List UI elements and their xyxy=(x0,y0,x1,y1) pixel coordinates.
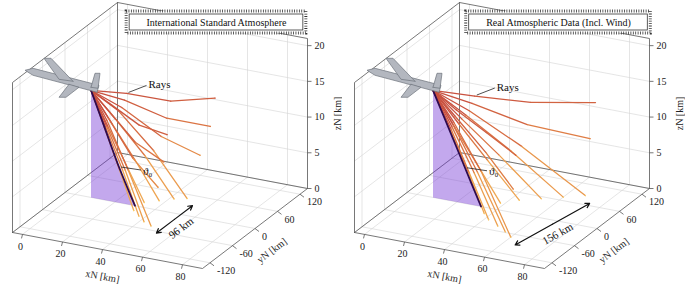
svg-text:International Standard Atmosph: International Standard Atmosphere xyxy=(147,17,288,28)
svg-text:-60: -60 xyxy=(240,248,253,259)
svg-text:0: 0 xyxy=(262,231,267,242)
svg-text:20: 20 xyxy=(398,248,408,259)
svg-text:Rays: Rays xyxy=(497,81,519,93)
svg-text:120: 120 xyxy=(649,196,664,207)
svg-text:10: 10 xyxy=(315,111,325,122)
svg-text:-120: -120 xyxy=(217,265,235,276)
svg-text:-120: -120 xyxy=(559,265,577,276)
svg-text:15: 15 xyxy=(657,76,667,87)
svg-text:ϑ₀: ϑ₀ xyxy=(143,165,152,177)
svg-text:0: 0 xyxy=(360,241,365,252)
svg-text:Real Atmospheric Data (Incl. W: Real Atmospheric Data (Incl. Wind) xyxy=(486,17,631,29)
svg-text:zN [km]: zN [km] xyxy=(674,97,685,131)
svg-text:60: 60 xyxy=(478,263,488,274)
svg-text:xN [km]: xN [km] xyxy=(85,268,121,285)
svg-text:20: 20 xyxy=(657,40,667,51)
svg-text:40: 40 xyxy=(438,256,448,267)
svg-text:10: 10 xyxy=(657,111,667,122)
svg-text:Rays: Rays xyxy=(149,78,171,90)
svg-text:120: 120 xyxy=(307,196,322,207)
svg-text:zN [km]: zN [km] xyxy=(331,96,343,131)
svg-text:60: 60 xyxy=(627,214,637,225)
svg-text:-60: -60 xyxy=(582,248,595,259)
svg-text:20: 20 xyxy=(56,248,66,259)
svg-text:0: 0 xyxy=(18,241,23,252)
svg-text:96 km: 96 km xyxy=(166,214,196,241)
svg-text:60: 60 xyxy=(136,263,146,274)
svg-text:40: 40 xyxy=(96,256,106,267)
svg-text:yN [km]: yN [km] xyxy=(255,236,289,265)
svg-text:0: 0 xyxy=(315,183,320,194)
svg-text:0: 0 xyxy=(604,231,609,242)
svg-text:156 km: 156 km xyxy=(540,220,575,247)
svg-text:xN [km]: xN [km] xyxy=(427,268,463,285)
svg-text:80: 80 xyxy=(518,271,528,282)
svg-text:5: 5 xyxy=(657,147,662,158)
svg-text:60: 60 xyxy=(285,214,295,225)
svg-text:20: 20 xyxy=(315,40,325,51)
svg-text:80: 80 xyxy=(176,271,186,282)
svg-text:0: 0 xyxy=(657,183,662,194)
svg-text:15: 15 xyxy=(315,76,325,87)
svg-text:ϑ₀: ϑ₀ xyxy=(489,165,498,177)
svg-text:yN [km]: yN [km] xyxy=(597,236,631,265)
svg-text:5: 5 xyxy=(315,147,320,158)
